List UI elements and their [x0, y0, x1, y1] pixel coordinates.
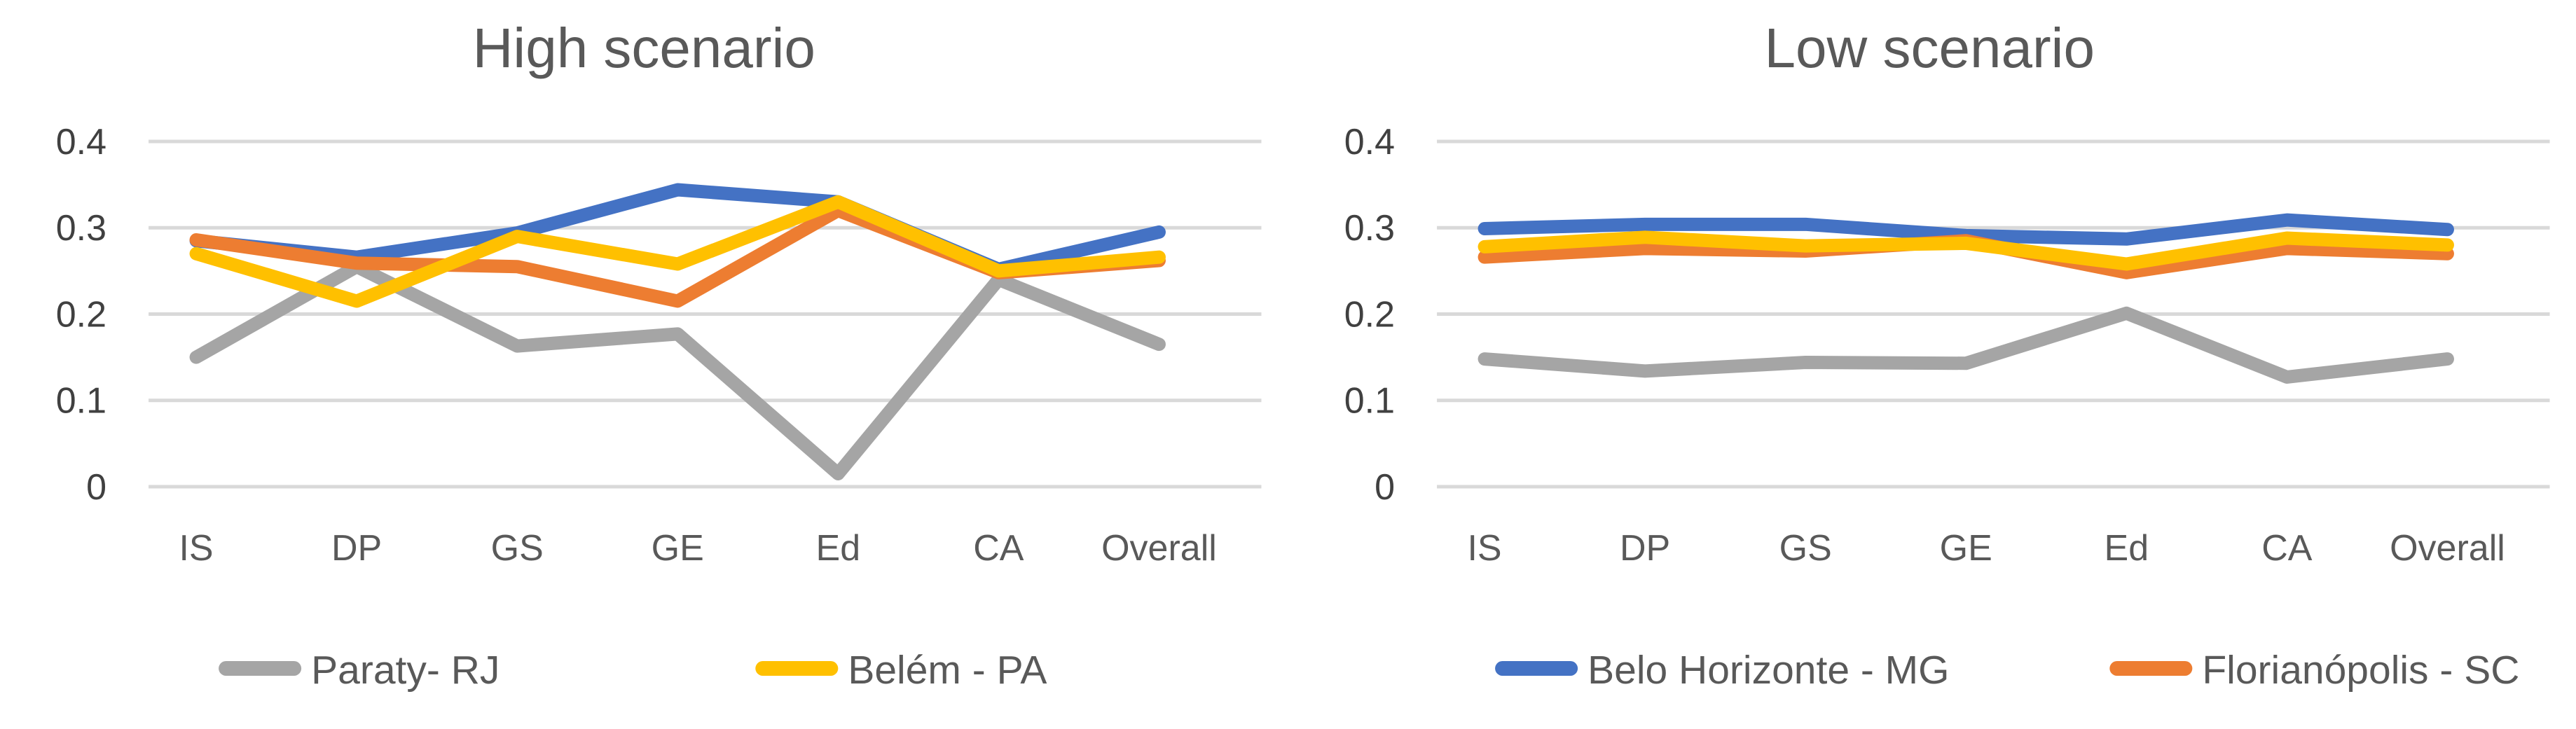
plot-area: 0.4 0.3 0.2 0.1 0 IS DP GS GE Ed CA Overall Belo Hor… — [1344, 122, 2549, 693]
x-category-label-ge: GE — [1939, 528, 1992, 569]
x-category-label-dp: DP — [331, 528, 382, 569]
legend-swatch-florianopolis-sc — [2109, 661, 2192, 676]
chart-high-scenario: High scenario 0.4 0.3 0.2 0.1 0 IS DP GS GE Ed CA O… — [56, 17, 1262, 693]
legend-swatch-paraty-rj — [219, 661, 302, 676]
high-scenario-plot: High scenario 0.4 0.3 0.2 0.1 0 IS DP GS GE Ed CA O… — [56, 17, 1262, 693]
x-category-label-dp: DP — [1620, 528, 1670, 569]
series-line-belem-pa — [1478, 230, 2454, 271]
legend-swatch-belo-horizonte-mg — [1494, 661, 1578, 676]
y-tick-label-0.1: 0.1 — [1344, 381, 1394, 422]
y-tick-label-0.4: 0.4 — [1344, 122, 1394, 162]
x-category-label-is: IS — [179, 528, 214, 569]
chart-title: High scenario — [473, 17, 815, 79]
legend-label-florianopolis-sc: Florianópolis - SC — [2202, 648, 2519, 693]
legend-label-paraty-rj: Paraty- RJ — [311, 648, 500, 693]
y-tick-label-0.3: 0.3 — [1344, 208, 1394, 249]
x-category-label-gs: GS — [1779, 528, 1831, 569]
low-scenario-plot: Low scenario 0.4 0.3 0.2 0.1 0 IS DP GS GE Ed CA Ov… — [1344, 17, 2549, 693]
y-tick-label-0: 0 — [1375, 467, 1395, 508]
plot-area: 0.4 0.3 0.2 0.1 0 IS DP GS GE Ed CA Overall Paraty- … — [56, 122, 1262, 693]
y-tick-label-0.1: 0.1 — [56, 381, 106, 422]
legend-swatch-belem-pa — [755, 661, 839, 676]
chart-title: Low scenario — [1764, 17, 2094, 79]
x-category-label-overall: Overall — [1101, 528, 1217, 569]
y-tick-label-0.2: 0.2 — [1344, 295, 1394, 335]
x-category-label-ed: Ed — [2104, 528, 2149, 569]
y-tick-label-0.3: 0.3 — [56, 208, 106, 249]
series-line-paraty-rj — [1478, 306, 2454, 384]
chart-low-scenario: Low scenario 0.4 0.3 0.2 0.1 0 IS DP GS GE Ed CA Ov… — [1288, 0, 2576, 729]
series-line-belem-pa — [189, 195, 1166, 308]
legend-label-belem-pa: Belém - PA — [848, 648, 1047, 693]
y-tick-label-0.4: 0.4 — [56, 122, 106, 162]
x-category-label-overall: Overall — [2390, 528, 2505, 569]
x-category-label-ca: CA — [973, 528, 1024, 569]
x-category-label-ed: Ed — [816, 528, 861, 569]
x-category-label-gs: GS — [491, 528, 544, 569]
y-tick-label-0.2: 0.2 — [56, 295, 106, 335]
x-category-label-ca: CA — [2261, 528, 2313, 569]
x-category-label-ge: GE — [652, 528, 704, 569]
legend-label-belo-horizonte-mg: Belo Horizonte - MG — [1587, 648, 1949, 693]
x-category-label-is: IS — [1467, 528, 1501, 569]
y-tick-label-0: 0 — [86, 467, 106, 508]
